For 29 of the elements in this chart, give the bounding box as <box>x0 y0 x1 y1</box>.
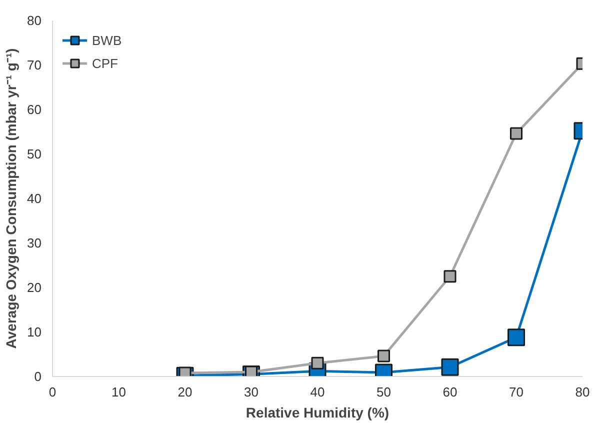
point <box>378 350 390 362</box>
x-axis-title: Relative Humidity (%) <box>246 404 390 420</box>
y-axis-title: Average Oxygen Consumption (mbar yr⁻¹ g⁻¹) <box>3 48 20 349</box>
x-tick-label: 70 <box>509 384 524 400</box>
y-tick-label: 80 <box>27 13 42 28</box>
point <box>245 366 258 376</box>
point <box>508 328 525 346</box>
x-tick-label: 20 <box>178 384 192 400</box>
y-tick-label: 20 <box>27 280 42 295</box>
point <box>510 127 522 140</box>
y-tick-label: 30 <box>27 236 42 250</box>
y-tick-label: 10 <box>27 324 42 340</box>
x-tick-label: 40 <box>310 384 325 400</box>
y-tick-label: 50 <box>27 146 42 162</box>
x-tick-label: 10 <box>112 384 126 400</box>
point <box>441 358 459 376</box>
point <box>444 270 456 283</box>
y-tick-label: 60 <box>27 102 42 117</box>
x-tick-label: 60 <box>442 384 458 400</box>
legend-label: CPF <box>92 56 118 70</box>
x-tick-label: 30 <box>244 384 258 400</box>
point <box>178 366 192 376</box>
x-tick-label: 0 <box>48 384 56 400</box>
y-tick-label: 0 <box>34 369 42 384</box>
x-tick-label: 50 <box>376 384 391 400</box>
y-tick-label: 70 <box>27 58 42 72</box>
legend-label: BWB <box>92 32 122 48</box>
x-tick-label: 80 <box>575 384 590 400</box>
y-tick-label: 40 <box>27 191 42 206</box>
